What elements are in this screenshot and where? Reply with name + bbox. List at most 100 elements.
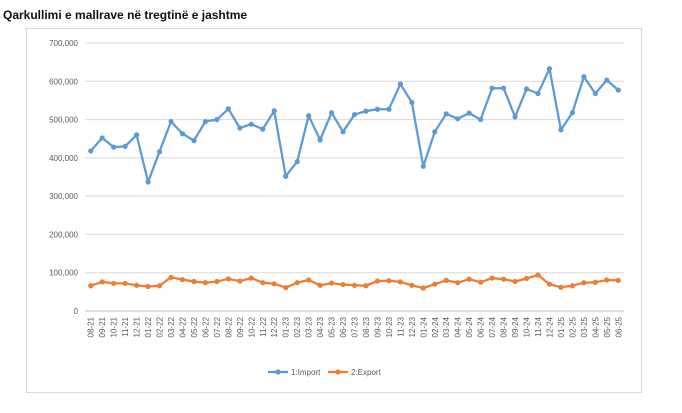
x-tick-label: 11-23 — [396, 316, 405, 336]
data-point — [500, 85, 507, 91]
data-point — [512, 114, 518, 120]
data-point — [122, 280, 128, 287]
x-tick-label: 03-25 — [580, 316, 589, 337]
y-tick-label: 400,000 — [49, 154, 78, 163]
data-point — [328, 110, 335, 116]
x-tick-label: 01-24 — [419, 316, 428, 337]
legend: 1:Import 2:Export — [268, 368, 382, 377]
x-tick-label: 01-23 — [282, 316, 291, 337]
x-tick-label: 10-21 — [110, 316, 119, 337]
y-tick-label: 100,000 — [49, 269, 78, 278]
data-point — [489, 275, 495, 281]
data-point — [260, 126, 266, 132]
data-point — [248, 275, 254, 281]
x-tick-label: 02-24 — [431, 316, 440, 337]
y-tick-label: 200,000 — [49, 230, 78, 239]
data-point — [225, 106, 231, 112]
x-tick-label: 12-23 — [408, 316, 417, 337]
x-tick-label: 09-21 — [98, 316, 107, 337]
data-point — [432, 281, 438, 287]
data-point — [88, 148, 94, 154]
x-tick-label: 04-25 — [591, 316, 600, 337]
x-tick-label: 09-24 — [511, 316, 520, 337]
y-tick-label: 600,000 — [49, 77, 78, 86]
data-point — [145, 283, 151, 290]
data-point — [432, 129, 438, 135]
x-tick-label: 05-25 — [603, 316, 612, 337]
data-point — [202, 280, 209, 286]
x-tick-label: 10-22 — [247, 316, 256, 337]
data-point — [455, 116, 461, 122]
data-point — [156, 149, 163, 155]
data-point — [420, 163, 426, 169]
x-tick-label: 03-22 — [167, 316, 176, 337]
data-point — [351, 282, 358, 288]
data-point — [317, 137, 323, 143]
data-point — [455, 280, 461, 286]
data-point — [191, 278, 197, 285]
data-point — [604, 77, 610, 83]
data-point — [168, 274, 174, 280]
data-point — [443, 111, 449, 117]
x-tick-label: 01-22 — [144, 316, 153, 337]
data-point — [134, 282, 140, 288]
chart-title: Qarkullimi e mallrave në tregtinë e jash… — [3, 8, 248, 22]
x-axis-ticks: 08-21 09-21 10-21 11-21 12-21 01-22 02-22 03-22… — [87, 316, 624, 337]
data-point — [592, 90, 598, 97]
data-point — [581, 280, 587, 286]
x-tick-label: 11-24 — [534, 316, 543, 336]
x-tick-label: 06-25 — [614, 316, 623, 337]
data-point — [168, 118, 174, 125]
x-tick-label: 09-22 — [236, 316, 245, 337]
data-point — [328, 280, 335, 286]
data-point — [202, 118, 209, 125]
data-point — [237, 125, 243, 131]
data-point — [546, 66, 553, 72]
data-point — [122, 143, 128, 149]
data-point — [374, 278, 381, 284]
x-tick-label: 07-22 — [213, 316, 222, 337]
data-point — [397, 81, 403, 87]
data-point — [88, 283, 94, 289]
data-point — [615, 87, 621, 93]
data-point — [523, 275, 530, 282]
data-point — [478, 279, 484, 285]
data-point — [225, 276, 231, 282]
data-point — [546, 281, 553, 287]
data-point — [478, 116, 484, 123]
x-tick-label: 03-24 — [442, 316, 451, 337]
data-point — [179, 131, 186, 137]
data-point — [214, 116, 220, 123]
x-tick-label: 05-22 — [190, 316, 199, 337]
x-tick-label: 07-24 — [488, 316, 497, 337]
x-tick-label: 08-21 — [87, 316, 96, 337]
x-tick-label: 11-22 — [259, 316, 268, 336]
data-point — [260, 280, 266, 286]
y-tick-label: 300,000 — [49, 192, 78, 201]
x-tick-label: 08-23 — [362, 316, 371, 337]
data-point — [397, 279, 403, 285]
x-tick-label: 02-25 — [568, 316, 577, 337]
data-point — [512, 278, 518, 285]
data-point — [569, 110, 575, 116]
data-point — [145, 179, 151, 185]
data-point — [615, 277, 621, 283]
x-tick-label: 05-23 — [328, 316, 337, 337]
x-tick-label: 08-22 — [224, 316, 233, 337]
data-point — [363, 108, 369, 114]
data-point — [248, 121, 254, 127]
series-lines — [88, 66, 621, 291]
chart-frame — [26, 28, 642, 393]
gridlines — [85, 42, 624, 312]
x-tick-label: 02-23 — [293, 316, 302, 337]
legend-label-2: 2:Export — [351, 368, 382, 377]
data-point — [111, 280, 117, 287]
data-point — [443, 277, 449, 283]
y-tick-label: 700,000 — [49, 39, 78, 48]
data-point — [191, 138, 197, 144]
y-tick-label: 500,000 — [49, 116, 78, 125]
data-point — [214, 278, 220, 285]
legend-label-1: 1:Import — [291, 368, 321, 377]
data-point — [340, 129, 346, 135]
